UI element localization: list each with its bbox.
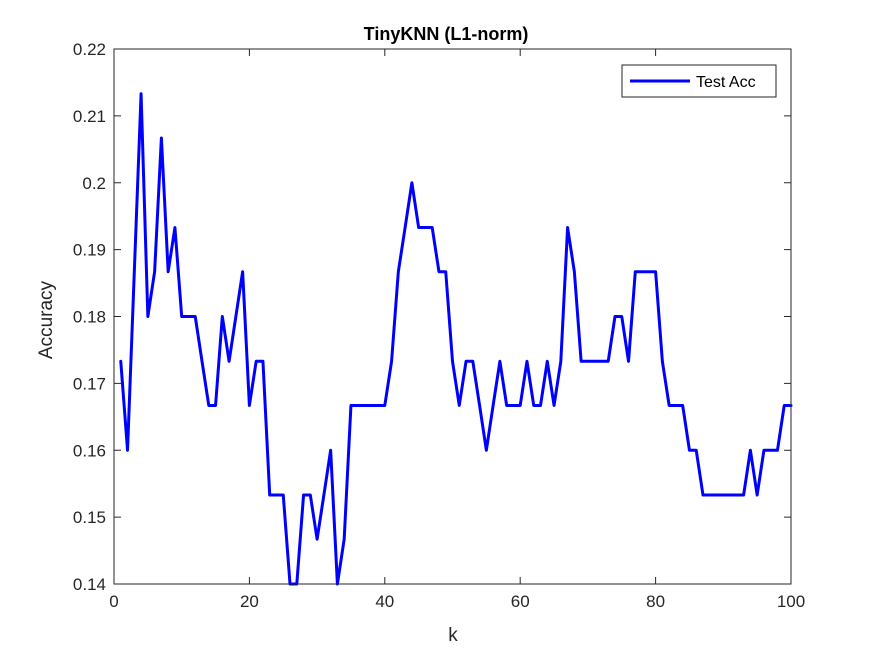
x-tick-label: 0	[109, 592, 118, 611]
y-axis-ticks: 0.14 0.15 0.16 0.17 0.18 0.19 0.2 0.21 0.22	[73, 40, 791, 594]
y-tick-label: 0.19	[73, 241, 106, 260]
x-tick-label: 60	[511, 592, 530, 611]
y-tick-label: 0.17	[73, 374, 106, 393]
series-layer	[119, 92, 793, 586]
legend-series-label: Test Acc	[696, 74, 756, 91]
x-tick-label: 100	[777, 592, 805, 611]
y-tick-label: 0.18	[73, 308, 106, 327]
x-axis-ticks: 0 20 40 60 80 100	[109, 49, 805, 611]
chart-title: TinyKNN (L1-norm)	[364, 24, 529, 44]
y-tick-label: 0.14	[73, 575, 106, 594]
x-axis-label: k	[448, 625, 458, 646]
y-tick-label: 0.2	[82, 174, 106, 193]
y-tick-label: 0.22	[73, 40, 106, 59]
series-line-0	[119, 92, 793, 586]
x-tick-label: 40	[375, 592, 394, 611]
y-tick-label: 0.15	[73, 508, 106, 527]
y-axis-label: Accuracy	[36, 280, 57, 359]
plot-area	[114, 49, 791, 584]
axes-background	[114, 49, 791, 584]
y-tick-label: 0.16	[73, 441, 106, 460]
legend: Test Acc	[621, 64, 777, 98]
y-tick-label: 0.21	[73, 107, 106, 126]
x-tick-label: 20	[240, 592, 259, 611]
x-tick-label: 80	[646, 592, 665, 611]
